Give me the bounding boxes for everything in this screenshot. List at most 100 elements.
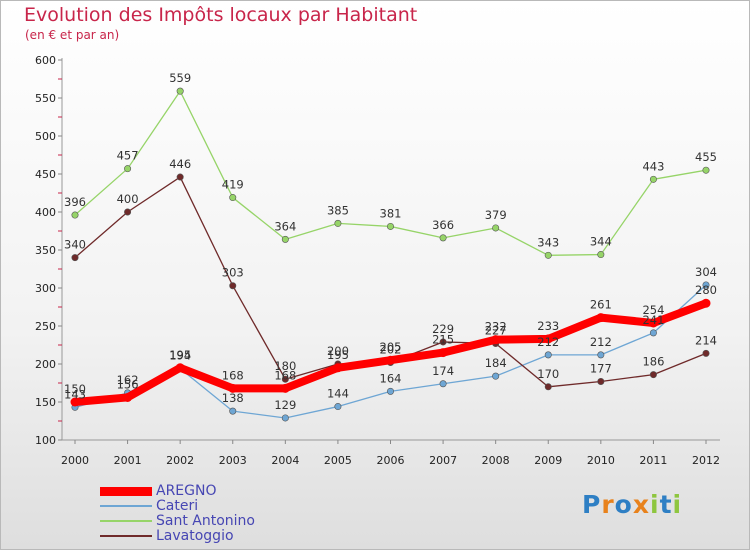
data-label-cateri: 212 xyxy=(537,335,559,349)
data-point-sant-antonino xyxy=(439,234,447,242)
data-label-sant-antonino: 419 xyxy=(222,178,244,192)
y-tick-label: 200 xyxy=(35,358,56,371)
x-tick-label: 2005 xyxy=(324,454,352,467)
data-point-sant-antonino xyxy=(71,211,79,219)
legend-swatch xyxy=(100,505,152,507)
logo-letter: P xyxy=(582,490,602,519)
data-point-cateri xyxy=(597,351,605,359)
y-tick-label: 300 xyxy=(35,282,56,295)
data-point-sant-antonino xyxy=(176,87,184,95)
x-tick-label: 2007 xyxy=(429,454,457,467)
data-label-sant-antonino: 381 xyxy=(380,206,402,220)
data-label-cateri: 129 xyxy=(274,398,296,412)
data-point-sant-antonino xyxy=(544,251,552,259)
x-tick-label: 2006 xyxy=(377,454,405,467)
data-label-cateri: 164 xyxy=(380,371,402,385)
x-tick-label: 2002 xyxy=(166,454,194,467)
logo-letter: x xyxy=(632,490,650,519)
data-label-aregno: 168 xyxy=(274,368,296,382)
proxiti-logo: Proxiti xyxy=(582,490,682,519)
chart-subtitle: (en € et par an) xyxy=(25,28,120,42)
data-point-sant-antonino xyxy=(702,166,710,174)
data-label-lavatoggio: 214 xyxy=(695,333,717,347)
data-point-lavatoggio xyxy=(544,383,552,391)
x-tick-label: 2012 xyxy=(692,454,720,467)
data-point-aregno xyxy=(175,363,185,373)
data-point-cateri xyxy=(544,351,552,359)
data-label-aregno: 233 xyxy=(537,319,559,333)
data-point-aregno xyxy=(438,348,448,358)
data-label-cateri: 241 xyxy=(642,313,664,327)
data-label-sant-antonino: 364 xyxy=(274,219,296,233)
data-point-aregno xyxy=(596,313,606,323)
data-point-sant-antonino xyxy=(124,165,132,173)
data-point-lavatoggio xyxy=(439,338,447,346)
data-point-cateri xyxy=(386,387,394,395)
legend-label: AREGNO xyxy=(156,483,217,499)
logo-letter: i xyxy=(650,490,660,519)
legend-label: Sant Antonino xyxy=(156,513,255,529)
logo-letter: r xyxy=(601,490,615,519)
data-label-cateri: 144 xyxy=(327,387,349,401)
data-point-sant-antonino xyxy=(334,219,342,227)
data-label-sant-antonino: 443 xyxy=(642,159,664,173)
y-tick-label: 450 xyxy=(35,168,56,181)
data-point-aregno xyxy=(70,397,80,407)
data-label-sant-antonino: 385 xyxy=(327,203,349,217)
data-label-lavatoggio: 202 xyxy=(380,342,402,356)
data-label-cateri: 138 xyxy=(222,391,244,405)
x-tick-label: 2001 xyxy=(114,454,142,467)
data-label-cateri: 304 xyxy=(695,265,717,279)
data-point-aregno xyxy=(280,383,290,393)
data-label-sant-antonino: 343 xyxy=(537,235,559,249)
y-tick-label: 150 xyxy=(35,396,56,409)
data-point-aregno xyxy=(701,298,711,308)
data-point-sant-antonino xyxy=(386,222,394,230)
data-label-aregno: 156 xyxy=(117,377,139,391)
data-label-lavatoggio: 340 xyxy=(64,238,86,252)
data-label-lavatoggio: 180 xyxy=(274,359,296,373)
data-label-aregno: 215 xyxy=(432,333,454,347)
legend-swatch xyxy=(100,486,152,496)
x-tick-label: 2000 xyxy=(61,454,89,467)
y-tick-label: 500 xyxy=(35,130,56,143)
data-point-sant-antonino xyxy=(229,194,237,202)
logo-letter: i xyxy=(672,490,683,519)
series-line-sant-antonino xyxy=(74,90,707,256)
data-label-lavatoggio: 229 xyxy=(432,322,454,336)
data-label-sant-antonino: 396 xyxy=(64,195,86,209)
data-label-cateri: 162 xyxy=(117,373,139,387)
data-point-lavatoggio xyxy=(124,208,132,216)
x-tick-label: 2011 xyxy=(639,454,667,467)
data-label-sant-antonino: 366 xyxy=(432,218,454,232)
y-tick-label: 250 xyxy=(35,320,56,333)
data-label-aregno: 261 xyxy=(590,298,612,312)
data-point-aregno xyxy=(228,383,238,393)
data-point-lavatoggio xyxy=(597,377,605,385)
data-label-aregno: 280 xyxy=(695,283,717,297)
data-label-lavatoggio: 170 xyxy=(537,367,559,381)
data-label-lavatoggio: 227 xyxy=(485,323,507,337)
data-point-cateri xyxy=(439,380,447,388)
data-label-cateri: 184 xyxy=(485,356,507,370)
logo-letter: o xyxy=(614,490,633,519)
x-tick-label: 2003 xyxy=(219,454,247,467)
data-point-aregno xyxy=(386,355,395,365)
data-point-lavatoggio xyxy=(229,282,237,290)
data-label-cateri: 174 xyxy=(432,364,454,378)
data-label-sant-antonino: 457 xyxy=(117,149,139,163)
data-label-aregno: 254 xyxy=(642,303,664,317)
data-point-sant-antonino xyxy=(281,235,289,243)
data-label-aregno: 168 xyxy=(222,368,244,382)
data-point-cateri xyxy=(334,403,342,411)
legend-label: Cateri xyxy=(156,498,199,514)
data-point-sant-antonino xyxy=(649,175,657,183)
data-label-cateri: 143 xyxy=(64,387,86,401)
data-point-cateri xyxy=(702,281,710,289)
data-point-lavatoggio xyxy=(649,371,657,379)
data-point-cateri xyxy=(649,329,657,337)
data-label-cateri: 194 xyxy=(169,349,191,363)
data-point-sant-antonino xyxy=(597,251,605,259)
